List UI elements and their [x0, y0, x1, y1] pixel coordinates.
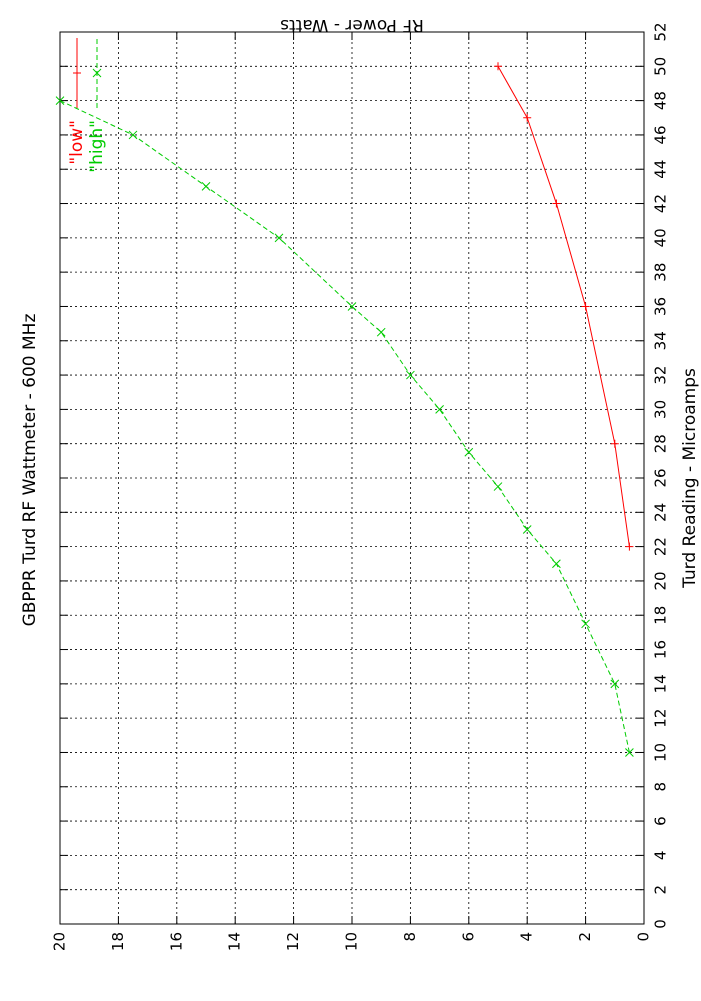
- x-tick-label: 8: [652, 782, 670, 792]
- series-line: [497, 66, 630, 547]
- marker: [493, 482, 503, 491]
- marker: [625, 542, 634, 551]
- y-tick-label: 2: [576, 932, 594, 942]
- y-tick-label: 12: [284, 932, 302, 951]
- marker: [274, 233, 284, 243]
- marker: [552, 199, 561, 208]
- x-tick-label: 36: [652, 297, 670, 316]
- marker: [376, 327, 386, 337]
- y-tick-label: 0: [635, 932, 653, 942]
- marker: [73, 69, 81, 77]
- y-tick-label: 20: [51, 932, 69, 951]
- marker: [347, 302, 357, 311]
- x-tick-label: 10: [652, 743, 670, 762]
- x-tick-label: 50: [652, 57, 670, 76]
- x-tick-label: 26: [652, 468, 670, 487]
- plot-frame: [59, 31, 645, 925]
- marker: [522, 525, 532, 534]
- y-axis-label: RF Power - Watts: [280, 15, 424, 35]
- marker: [552, 559, 561, 569]
- marker: [610, 439, 619, 448]
- x-tick-label: 18: [652, 606, 670, 625]
- x-tick-label: 28: [652, 434, 670, 453]
- x-tick-label: 52: [652, 22, 670, 41]
- marker: [435, 405, 444, 414]
- x-tick-label: 30: [652, 400, 670, 419]
- marker: [128, 130, 138, 140]
- x-tick-label: 38: [652, 263, 670, 282]
- x-tick-label: 0: [652, 919, 670, 929]
- y-tick-label: 10: [343, 932, 361, 951]
- marker: [581, 302, 590, 311]
- x-tick-label: 6: [652, 816, 670, 826]
- x-tick-label: 4: [652, 851, 670, 861]
- x-tick-label: 24: [652, 503, 670, 522]
- x-tick-label: 48: [652, 91, 670, 110]
- x-tick-label: 14: [652, 674, 670, 693]
- x-tick-label: 32: [652, 366, 670, 385]
- y-tick-label: 18: [109, 932, 127, 951]
- chart-title: GBPPR Turd RF Wattmeter - 600 MHz: [20, 314, 40, 627]
- rotated-plot: GBPPR Turd RF Wattmeter - 600 MHz Turd R…: [20, 15, 700, 951]
- x-tick-label: 46: [652, 125, 670, 144]
- y-tick-label: 14: [226, 932, 244, 951]
- marker: [92, 68, 102, 78]
- x-tick-label: 2: [652, 885, 670, 895]
- x-tick-label: 40: [652, 228, 670, 247]
- x-tick-label: 12: [652, 709, 670, 728]
- x-tick-label: 20: [652, 571, 670, 590]
- legend-label: "high": [87, 120, 107, 173]
- y-tick-label: 6: [459, 932, 477, 942]
- marker: [523, 113, 532, 122]
- x-tick-label: 44: [652, 160, 670, 179]
- y-tick-label: 16: [167, 932, 185, 951]
- marker: [610, 679, 620, 689]
- marker: [201, 182, 211, 191]
- y-tick-label: 4: [518, 932, 536, 942]
- x-tick-label: 42: [652, 194, 670, 213]
- x-tick-label: 34: [652, 331, 670, 350]
- marker: [464, 447, 474, 457]
- marker: [406, 370, 415, 380]
- x-tick-label: 22: [652, 537, 670, 556]
- marker: [55, 96, 65, 105]
- x-tick-label: 16: [652, 640, 670, 659]
- y-tick-label: 8: [401, 932, 419, 942]
- x-axis-label: Turd Reading - Microamps: [680, 368, 700, 589]
- series-line: [59, 100, 630, 753]
- marker: [581, 619, 590, 629]
- legend-label: "low": [67, 120, 87, 165]
- marker: [494, 62, 502, 71]
- marker: [625, 748, 634, 757]
